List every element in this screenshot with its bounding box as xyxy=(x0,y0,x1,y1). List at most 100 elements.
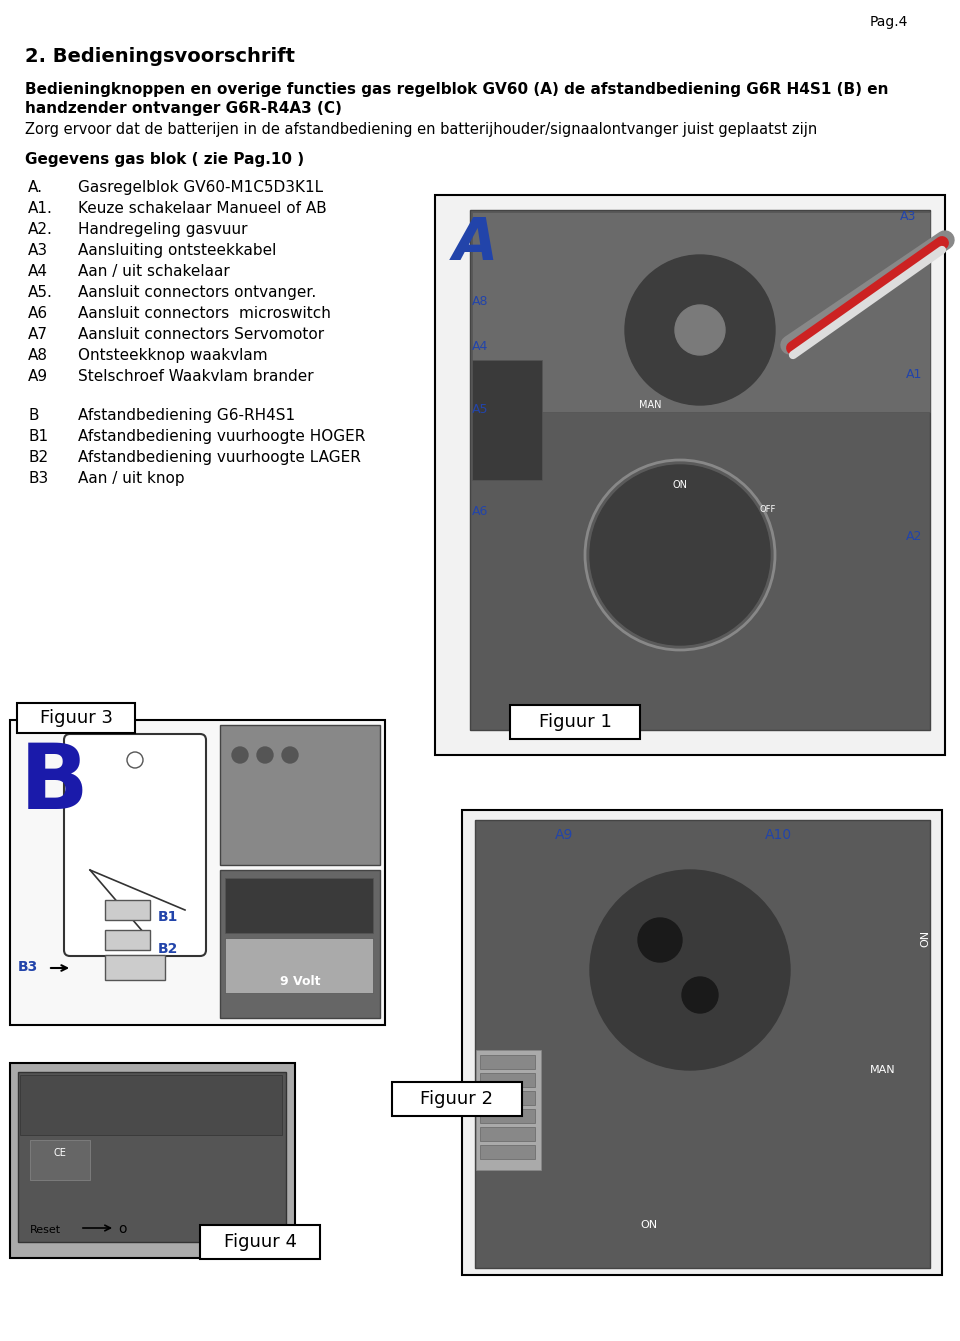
Circle shape xyxy=(282,747,298,763)
Text: B1: B1 xyxy=(28,429,48,444)
Bar xyxy=(105,931,150,949)
Bar xyxy=(225,937,373,992)
Text: A2.: A2. xyxy=(28,223,53,237)
Text: Afstandbediening vuurhoogte HOGER: Afstandbediening vuurhoogte HOGER xyxy=(78,429,366,444)
Text: Handregeling gasvuur: Handregeling gasvuur xyxy=(78,223,248,237)
Text: MAN: MAN xyxy=(638,400,661,410)
Text: A5.: A5. xyxy=(28,286,53,300)
Text: handzender ontvanger G6R-R4A3 (C): handzender ontvanger G6R-R4A3 (C) xyxy=(25,101,342,117)
Text: A7: A7 xyxy=(580,712,596,725)
Text: 2. Bedieningsvoorschrift: 2. Bedieningsvoorschrift xyxy=(25,47,295,66)
Text: Afstandbediening G6-RH4S1: Afstandbediening G6-RH4S1 xyxy=(78,408,295,422)
Bar xyxy=(20,1075,282,1134)
Text: Ontsteekknop waakvlam: Ontsteekknop waakvlam xyxy=(78,349,268,363)
Text: A2: A2 xyxy=(906,530,923,543)
Text: Figuur 3: Figuur 3 xyxy=(39,709,112,727)
Text: B2: B2 xyxy=(158,941,179,956)
Text: A7: A7 xyxy=(28,327,48,342)
Bar xyxy=(17,703,135,734)
Bar xyxy=(18,1071,286,1242)
Text: A6: A6 xyxy=(28,306,48,320)
Text: Aansluiting ontsteekkabel: Aansluiting ontsteekkabel xyxy=(78,243,276,257)
Text: A8: A8 xyxy=(472,295,489,308)
Text: B2: B2 xyxy=(28,451,48,465)
Bar xyxy=(480,1092,535,1105)
Circle shape xyxy=(127,752,143,768)
Text: Figuur 4: Figuur 4 xyxy=(224,1232,297,1251)
Bar xyxy=(10,1063,295,1258)
FancyBboxPatch shape xyxy=(64,734,206,956)
Bar xyxy=(470,211,930,730)
Text: Aan / uit knop: Aan / uit knop xyxy=(78,471,184,485)
Circle shape xyxy=(590,870,790,1070)
Text: ON: ON xyxy=(920,931,930,947)
Text: A.: A. xyxy=(28,180,43,194)
Circle shape xyxy=(590,465,770,645)
Text: B3: B3 xyxy=(18,960,38,974)
Text: A4: A4 xyxy=(472,341,489,353)
Circle shape xyxy=(257,747,273,763)
Circle shape xyxy=(625,255,775,405)
Text: A5: A5 xyxy=(472,404,489,416)
Text: B3: B3 xyxy=(28,471,48,485)
Bar xyxy=(480,1145,535,1159)
Text: ON: ON xyxy=(673,480,687,489)
Bar xyxy=(480,1055,535,1069)
Bar xyxy=(480,1109,535,1122)
Text: Aansluit connectors  microswitch: Aansluit connectors microswitch xyxy=(78,306,331,320)
Bar xyxy=(105,955,165,980)
Text: A1.: A1. xyxy=(28,201,53,216)
Text: CE: CE xyxy=(54,1148,66,1159)
Text: Stelschroef Waakvlam brander: Stelschroef Waakvlam brander xyxy=(78,369,314,384)
Text: A3: A3 xyxy=(900,211,917,223)
Bar xyxy=(510,705,640,739)
Text: A1: A1 xyxy=(906,367,923,381)
Text: A9: A9 xyxy=(28,369,48,384)
Text: Gasregelblok GV60-M1C5D3K1L: Gasregelblok GV60-M1C5D3K1L xyxy=(78,180,324,194)
Circle shape xyxy=(675,304,725,355)
Text: Figuur 2: Figuur 2 xyxy=(420,1090,493,1108)
Text: Keuze schakelaar Manueel of AB: Keuze schakelaar Manueel of AB xyxy=(78,201,326,216)
Text: Bedieningknoppen en overige functies gas regelblok GV60 (A) de afstandbediening : Bedieningknoppen en overige functies gas… xyxy=(25,82,889,97)
Bar xyxy=(220,870,380,1018)
Bar xyxy=(392,1082,522,1116)
Text: Afstandbediening vuurhoogte LAGER: Afstandbediening vuurhoogte LAGER xyxy=(78,451,361,465)
Text: B1: B1 xyxy=(158,911,179,924)
Bar xyxy=(435,194,945,755)
Bar xyxy=(105,900,150,920)
Bar xyxy=(220,725,380,865)
Circle shape xyxy=(638,919,682,961)
Text: A: A xyxy=(453,215,498,272)
Text: MAN: MAN xyxy=(870,1065,896,1075)
Circle shape xyxy=(232,747,248,763)
Bar xyxy=(476,1050,541,1169)
Text: B: B xyxy=(20,740,88,827)
Text: Aan / uit schakelaar: Aan / uit schakelaar xyxy=(78,264,229,279)
Text: Gegevens gas blok ( zie Pag.10 ): Gegevens gas blok ( zie Pag.10 ) xyxy=(25,152,304,168)
Bar xyxy=(480,1126,535,1141)
Bar xyxy=(472,212,930,412)
Text: 9 Volt: 9 Volt xyxy=(279,975,321,988)
Text: A6: A6 xyxy=(472,506,489,518)
Text: A4: A4 xyxy=(28,264,48,279)
Text: A8: A8 xyxy=(28,349,48,363)
Text: B: B xyxy=(28,408,38,422)
Bar xyxy=(462,810,942,1275)
Text: Aansluit connectors ontvanger.: Aansluit connectors ontvanger. xyxy=(78,286,316,300)
Text: OFF: OFF xyxy=(760,506,777,514)
Bar xyxy=(10,720,385,1025)
Text: A10: A10 xyxy=(765,827,792,842)
Bar xyxy=(225,878,373,933)
Text: Reset: Reset xyxy=(30,1224,61,1235)
Circle shape xyxy=(682,978,718,1012)
Text: A9: A9 xyxy=(555,827,573,842)
Text: Zorg ervoor dat de batterijen in de afstandbediening en batterijhouder/signaalon: Zorg ervoor dat de batterijen in de afst… xyxy=(25,122,817,137)
Text: Figuur 1: Figuur 1 xyxy=(539,713,612,731)
Text: A3: A3 xyxy=(28,243,48,257)
Text: ON: ON xyxy=(640,1220,658,1230)
Bar xyxy=(480,1073,535,1088)
Bar xyxy=(475,819,930,1269)
Text: o: o xyxy=(118,1222,127,1236)
Text: Pag.4: Pag.4 xyxy=(870,15,908,30)
Bar xyxy=(200,1224,320,1259)
